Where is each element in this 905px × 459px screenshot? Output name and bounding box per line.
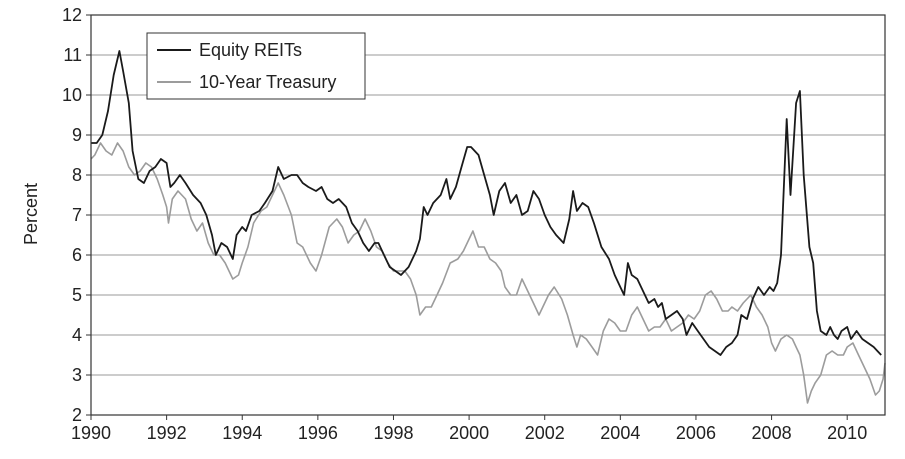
x-tick-label: 2004 [600,423,640,443]
series-line-equity-reits [91,50,882,356]
x-tick-label: 1998 [373,423,413,443]
y-tick-label: 10 [62,85,82,105]
x-tick-label: 1990 [71,423,111,443]
y-tick-label: 8 [72,165,82,185]
x-axis: 1990 1992 1994 1996 1998 2000 2002 2004 2006 2008… [71,415,867,443]
series-line-10-year-treasury [90,142,886,404]
x-tick-label: 2006 [676,423,716,443]
x-tick-label: 1994 [222,423,262,443]
legend-label-equity-reits: Equity REITs [199,40,302,60]
y-tick-label: 12 [62,5,82,25]
x-tick-label: 2000 [449,423,489,443]
x-tick-label: 2008 [752,423,792,443]
legend: Equity REITs 10-Year Treasury [146,32,366,100]
x-tick-label: 1992 [147,423,187,443]
y-axis-title: Percent [21,183,41,245]
y-axis: 2 3 4 5 6 7 8 9 10 11 12 [62,5,91,425]
y-tick-label: 7 [72,205,82,225]
y-tick-label: 4 [72,325,82,345]
legend-box [146,32,366,100]
y-tick-label: 2 [72,405,82,425]
x-tick-label: 1996 [298,423,338,443]
y-tick-label: 6 [72,245,82,265]
y-tick-label: 11 [63,45,82,65]
y-tick-label: 9 [72,125,82,145]
x-tick-label: 2010 [827,423,867,443]
series-lines [90,50,886,404]
y-tick-label: 3 [72,365,82,385]
legend-label-10-year-treasury: 10-Year Treasury [199,72,336,92]
x-tick-label: 2002 [525,423,565,443]
y-tick-label: 5 [72,285,82,305]
gridlines [91,54,885,376]
